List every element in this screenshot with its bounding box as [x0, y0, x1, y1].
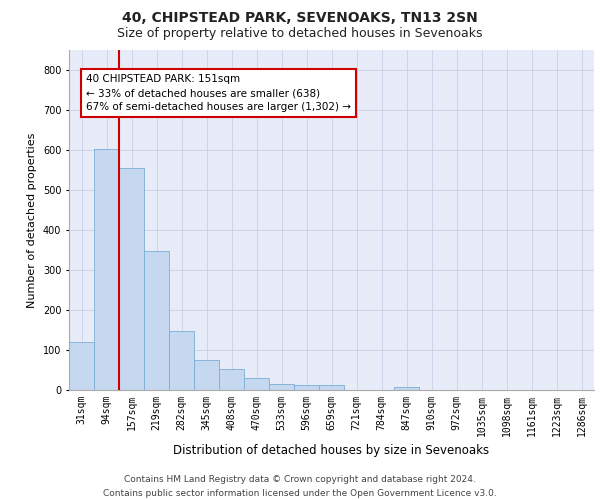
- Text: 40, CHIPSTEAD PARK, SEVENOAKS, TN13 2SN: 40, CHIPSTEAD PARK, SEVENOAKS, TN13 2SN: [122, 11, 478, 25]
- Bar: [319, 385, 344, 390]
- Text: Contains HM Land Registry data © Crown copyright and database right 2024.
Contai: Contains HM Land Registry data © Crown c…: [103, 476, 497, 498]
- Bar: [269, 384, 294, 390]
- Text: 40 CHIPSTEAD PARK: 151sqm
← 33% of detached houses are smaller (638)
67% of semi: 40 CHIPSTEAD PARK: 151sqm ← 33% of detac…: [86, 74, 351, 112]
- X-axis label: Distribution of detached houses by size in Sevenoaks: Distribution of detached houses by size …: [173, 444, 490, 458]
- Bar: [219, 369, 244, 390]
- Bar: [69, 342, 94, 390]
- Bar: [244, 378, 269, 390]
- Bar: [94, 149, 119, 390]
- Bar: [294, 385, 319, 390]
- Y-axis label: Number of detached properties: Number of detached properties: [28, 132, 37, 308]
- Bar: [119, 168, 144, 390]
- Bar: [394, 387, 419, 390]
- Bar: [144, 251, 169, 390]
- Bar: [169, 331, 194, 390]
- Text: Size of property relative to detached houses in Sevenoaks: Size of property relative to detached ho…: [117, 28, 483, 40]
- Bar: [194, 360, 219, 390]
